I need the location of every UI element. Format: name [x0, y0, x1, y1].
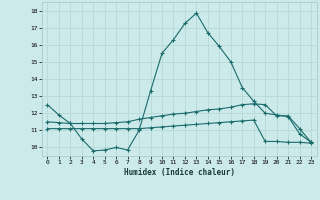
X-axis label: Humidex (Indice chaleur): Humidex (Indice chaleur) [124, 168, 235, 177]
